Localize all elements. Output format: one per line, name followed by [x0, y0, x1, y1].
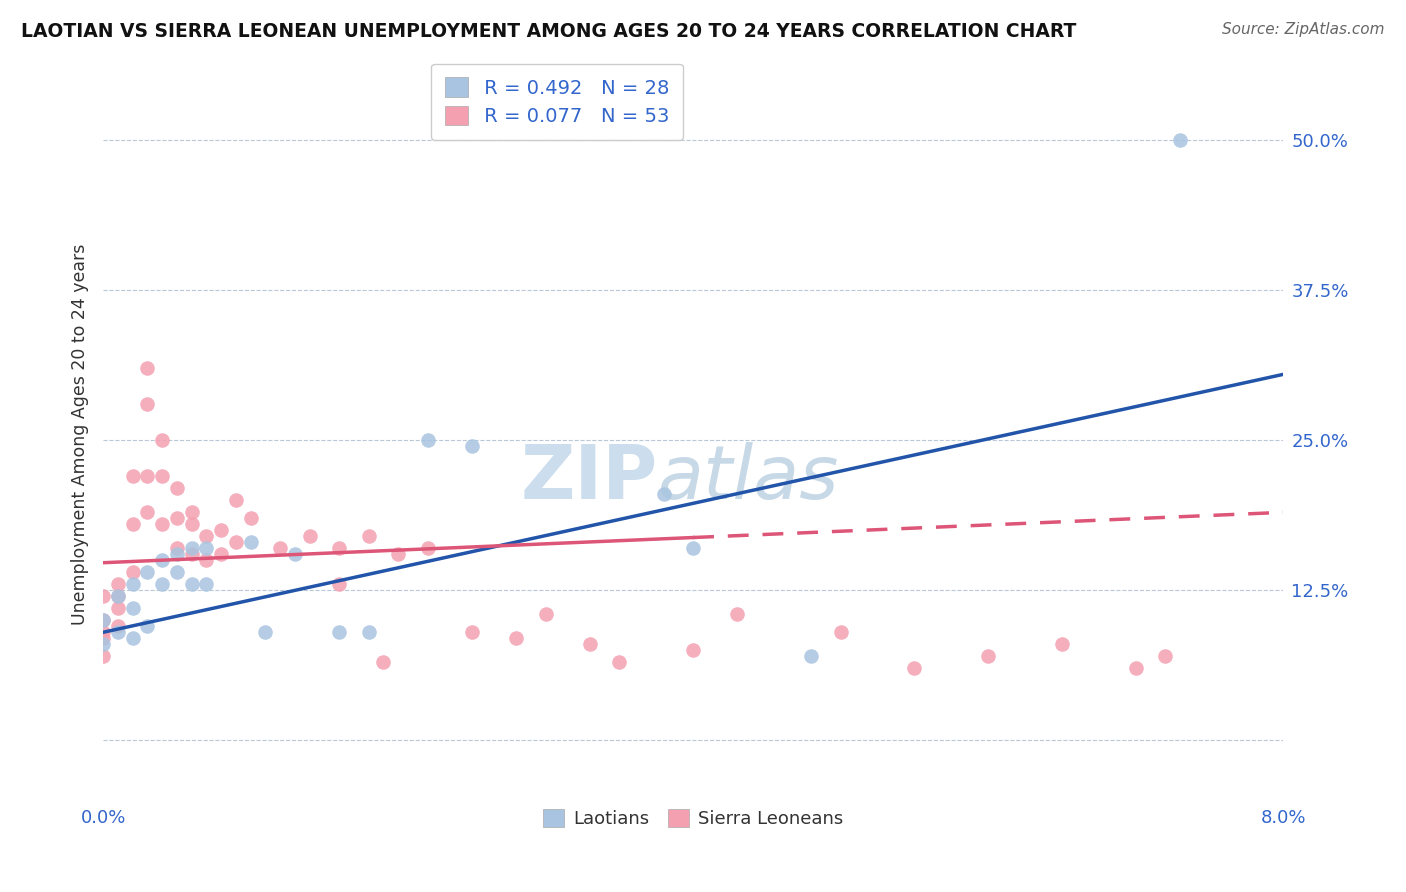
Point — [107, 619, 129, 633]
Point — [91, 589, 114, 603]
Text: Source: ZipAtlas.com: Source: ZipAtlas.com — [1222, 22, 1385, 37]
Point — [195, 577, 218, 591]
Point — [461, 439, 484, 453]
Point — [195, 541, 218, 556]
Text: ZIP: ZIP — [520, 442, 658, 515]
Point — [166, 541, 188, 556]
Point — [166, 566, 188, 580]
Point — [1154, 649, 1177, 664]
Point — [180, 505, 202, 519]
Point — [534, 607, 557, 622]
Point — [107, 625, 129, 640]
Point — [195, 529, 218, 543]
Point — [269, 541, 291, 556]
Point — [416, 434, 439, 448]
Point — [107, 577, 129, 591]
Point — [136, 397, 159, 411]
Point — [150, 553, 173, 567]
Point — [150, 517, 173, 532]
Point — [682, 541, 704, 556]
Point — [239, 511, 262, 525]
Point — [373, 655, 395, 669]
Point — [91, 632, 114, 646]
Point — [830, 625, 852, 640]
Point — [800, 649, 823, 664]
Point — [682, 643, 704, 657]
Point — [652, 487, 675, 501]
Point — [121, 517, 143, 532]
Point — [121, 566, 143, 580]
Point — [977, 649, 1000, 664]
Point — [254, 625, 277, 640]
Y-axis label: Unemployment Among Ages 20 to 24 years: Unemployment Among Ages 20 to 24 years — [72, 244, 89, 625]
Point — [91, 613, 114, 627]
Point — [725, 607, 748, 622]
Point — [150, 577, 173, 591]
Point — [209, 524, 232, 538]
Point — [1050, 637, 1073, 651]
Point — [180, 517, 202, 532]
Point — [166, 481, 188, 495]
Point — [903, 661, 925, 675]
Point — [579, 637, 602, 651]
Point — [166, 547, 188, 561]
Point — [195, 553, 218, 567]
Point — [609, 655, 631, 669]
Point — [136, 469, 159, 483]
Point — [136, 505, 159, 519]
Point — [180, 577, 202, 591]
Point — [150, 434, 173, 448]
Text: atlas: atlas — [658, 442, 839, 515]
Point — [209, 547, 232, 561]
Point — [298, 529, 321, 543]
Point — [150, 469, 173, 483]
Legend: Laotians, Sierra Leoneans: Laotians, Sierra Leoneans — [536, 801, 851, 835]
Point — [416, 541, 439, 556]
Point — [239, 535, 262, 549]
Point — [121, 469, 143, 483]
Point — [328, 625, 350, 640]
Point — [121, 577, 143, 591]
Point — [284, 547, 307, 561]
Point — [461, 625, 484, 640]
Point — [107, 589, 129, 603]
Point — [91, 625, 114, 640]
Point — [387, 547, 409, 561]
Text: LAOTIAN VS SIERRA LEONEAN UNEMPLOYMENT AMONG AGES 20 TO 24 YEARS CORRELATION CHA: LAOTIAN VS SIERRA LEONEAN UNEMPLOYMENT A… — [21, 22, 1077, 41]
Point — [136, 619, 159, 633]
Point — [91, 637, 114, 651]
Point — [505, 632, 527, 646]
Point — [107, 589, 129, 603]
Point — [166, 511, 188, 525]
Point — [328, 541, 350, 556]
Point — [180, 541, 202, 556]
Point — [225, 535, 247, 549]
Point — [91, 613, 114, 627]
Point — [225, 493, 247, 508]
Point — [91, 649, 114, 664]
Point — [121, 601, 143, 615]
Point — [328, 577, 350, 591]
Point — [1168, 134, 1191, 148]
Point — [136, 566, 159, 580]
Point — [180, 547, 202, 561]
Point — [357, 529, 380, 543]
Point — [357, 625, 380, 640]
Point — [1125, 661, 1147, 675]
Point — [107, 601, 129, 615]
Point — [121, 632, 143, 646]
Point — [136, 361, 159, 376]
